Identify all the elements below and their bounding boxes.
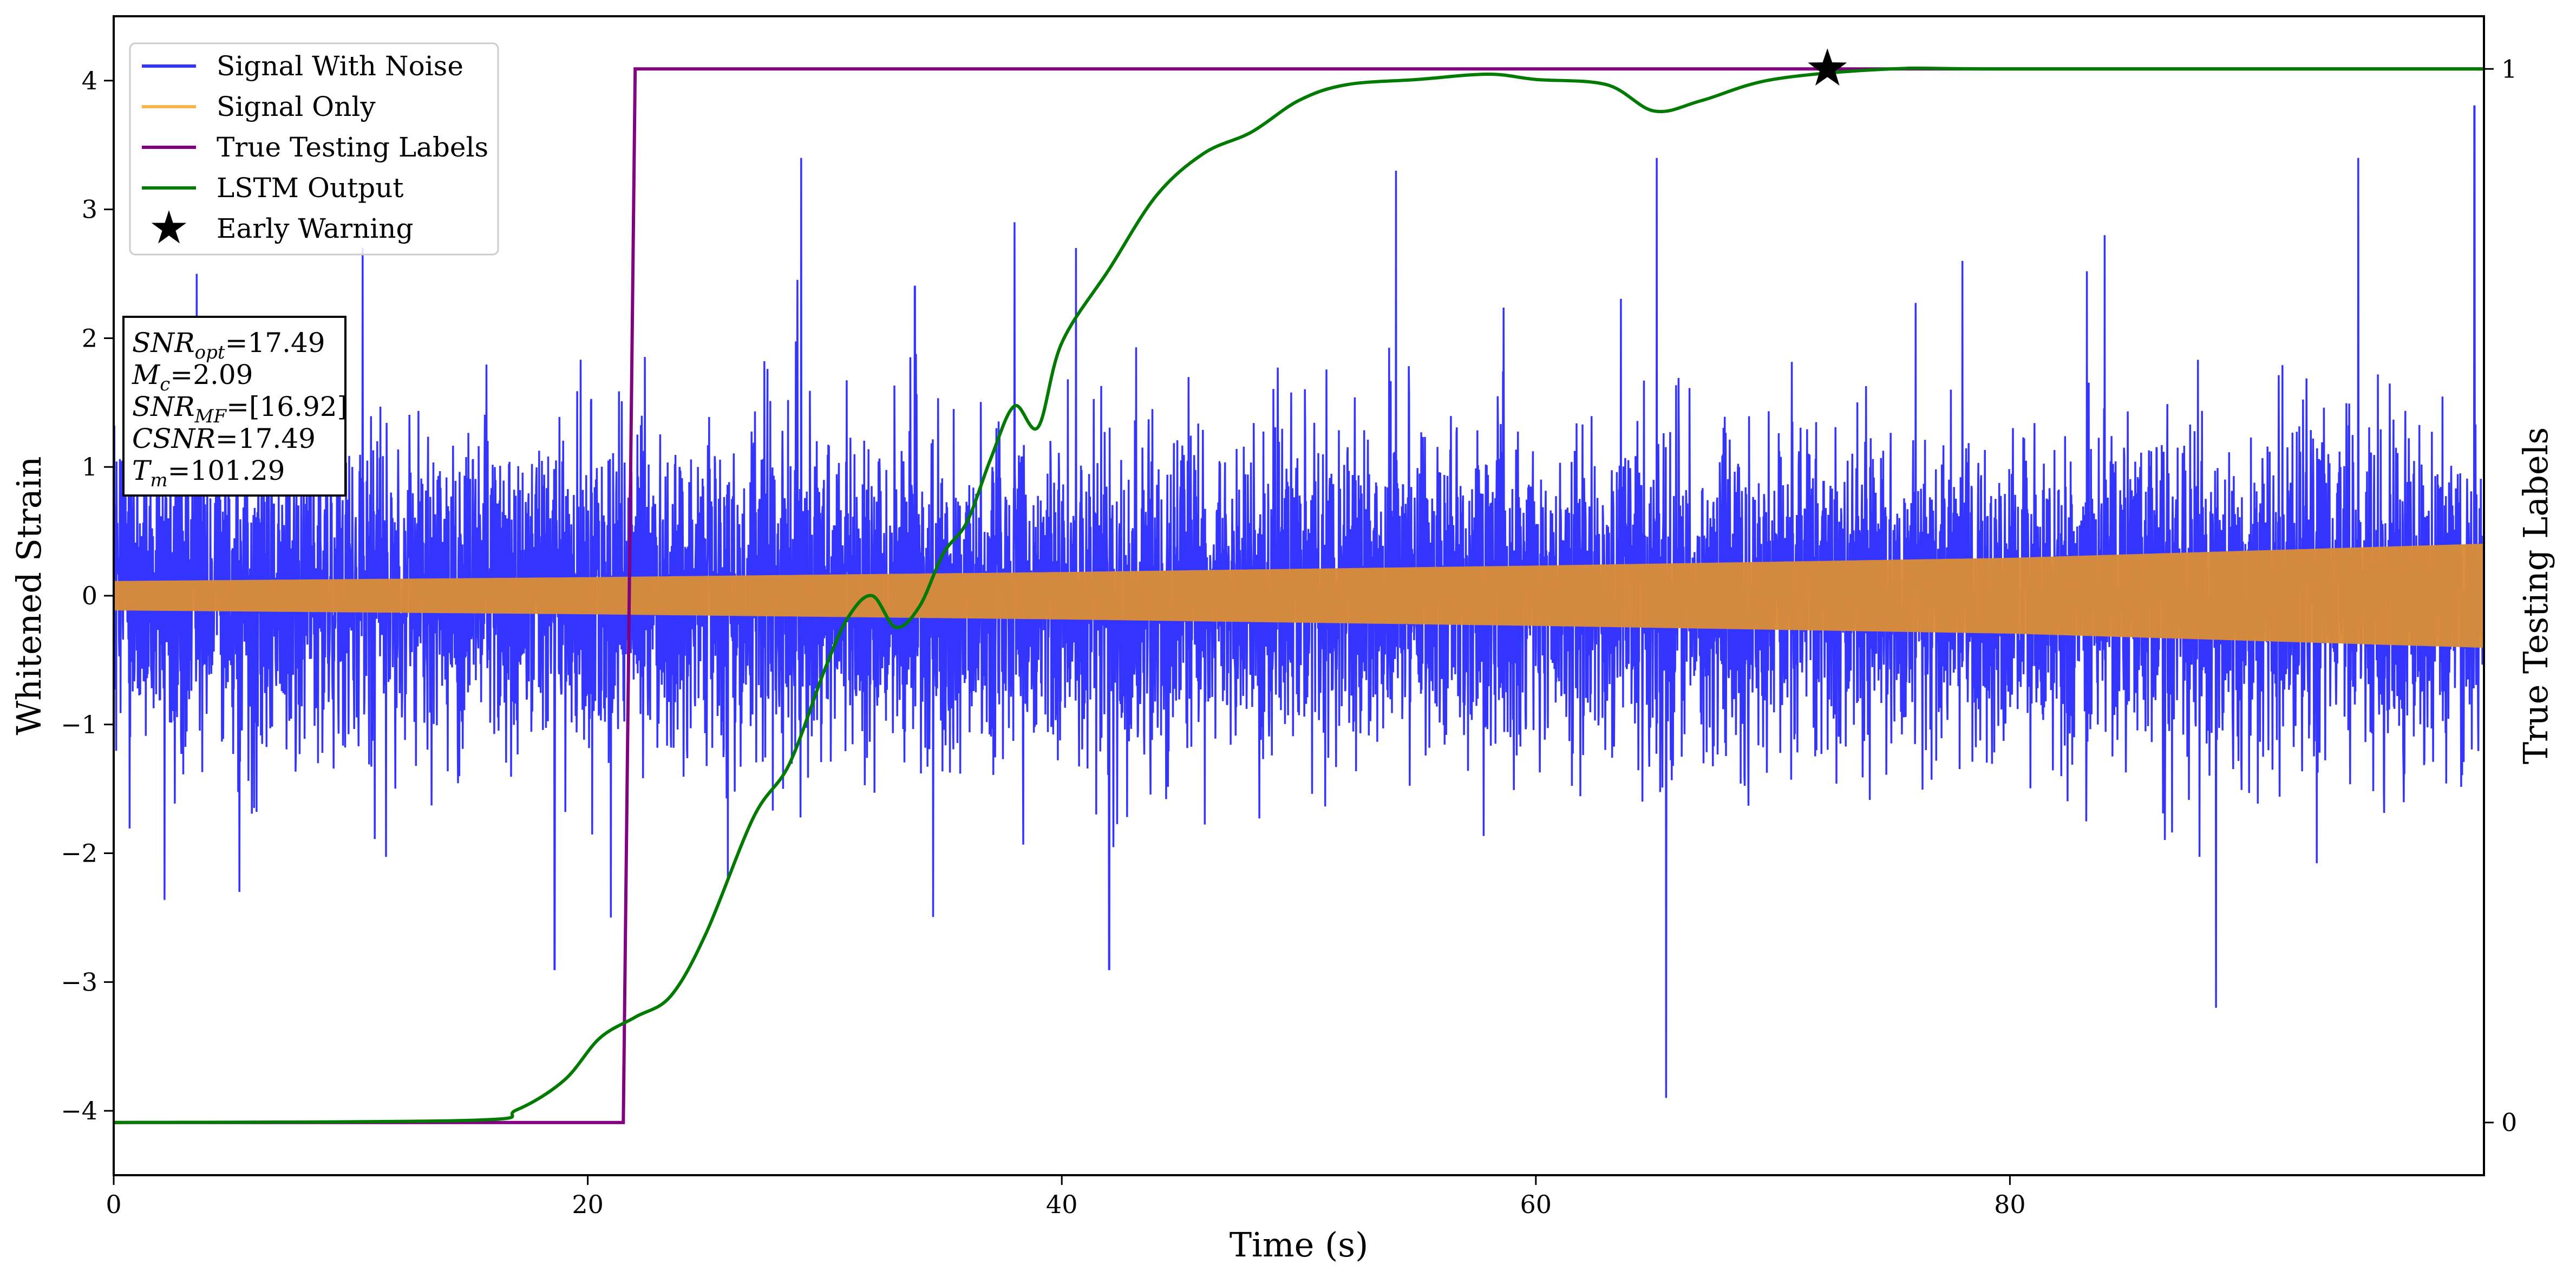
y2-tick-label: 1 bbox=[2501, 54, 2517, 83]
parameter-symbol: SNR bbox=[132, 327, 195, 359]
legend-lstm-output-label: LSTM Output bbox=[217, 172, 403, 204]
series-lstm-output bbox=[113, 66, 2484, 1124]
parameter-symbol: M bbox=[132, 359, 161, 390]
x-tick-label: 60 bbox=[1520, 1190, 1552, 1219]
y-tick-label: −4 bbox=[61, 1096, 97, 1125]
parameter-line: Mc=2.09 bbox=[132, 359, 253, 395]
x-tick-label: 40 bbox=[1046, 1190, 1078, 1219]
legend: Signal With Noise Signal Only True Testing… bbox=[129, 42, 499, 256]
y-axis-label: Whitened Strain bbox=[9, 457, 49, 735]
axis-labels-layer: Time (s) Whitened Strain True Testing Labe… bbox=[9, 427, 2555, 1265]
parameter-subscript: c bbox=[160, 374, 170, 395]
legend-early-warning-swatch bbox=[151, 210, 187, 244]
parameter-value: =17.49 bbox=[225, 327, 325, 359]
parameter-subscript: MF bbox=[194, 406, 227, 427]
parameter-subscript: m bbox=[150, 470, 167, 491]
parameter-line: CSNR=17.49 bbox=[132, 423, 316, 454]
parameter-symbol: SNR bbox=[132, 391, 195, 422]
legend-signal-with-noise-label: Signal With Noise bbox=[217, 50, 463, 82]
early-warning-star bbox=[1808, 48, 1847, 86]
parameter-value: =2.09 bbox=[170, 359, 253, 390]
y2-axis-label: True Testing Labels bbox=[2516, 427, 2555, 765]
parameter-subscript: opt bbox=[195, 342, 225, 363]
parameter-line: SNRMF=[16.92] bbox=[132, 391, 348, 427]
parameter-line: SNRopt=17.49 bbox=[132, 327, 325, 363]
legend-early-warning-label: Early Warning bbox=[217, 213, 414, 244]
x-tick-label: 0 bbox=[106, 1190, 121, 1219]
parameter-value: =[16.92] bbox=[226, 391, 348, 422]
y-tick-label: 1 bbox=[82, 452, 97, 481]
legend-signal-only-label: Signal Only bbox=[217, 91, 376, 122]
legend-true-testing-labels-label: True Testing Labels bbox=[217, 132, 488, 163]
y-tick-label: 4 bbox=[82, 66, 97, 95]
y-tick-label: −1 bbox=[61, 710, 97, 739]
parameter-symbol: CSNR bbox=[132, 423, 215, 454]
y-tick-label: −2 bbox=[61, 839, 97, 868]
legend-box bbox=[129, 42, 499, 256]
series-layer bbox=[113, 48, 2485, 1124]
x-axis-label: Time (s) bbox=[1230, 1225, 1369, 1265]
x-tick-label: 20 bbox=[572, 1190, 604, 1219]
y-tick-label: −3 bbox=[61, 967, 97, 996]
parameter-value: =101.29 bbox=[168, 455, 285, 486]
parameter-box-frame bbox=[122, 316, 346, 497]
y-tick-label: 2 bbox=[82, 323, 97, 353]
parameter-symbol: T bbox=[132, 455, 152, 486]
y2-tick-label: 0 bbox=[2501, 1108, 2517, 1137]
parameter-value: =17.49 bbox=[215, 423, 316, 454]
y-tick-label: 0 bbox=[82, 581, 97, 610]
y-tick-label: 3 bbox=[82, 195, 97, 224]
x-tick-label: 80 bbox=[1994, 1190, 2026, 1219]
parameter-line: Tm=101.29 bbox=[132, 455, 285, 491]
parameter-box: SNRopt=17.49Mc=2.09SNRMF=[16.92]CSNR=17.… bbox=[122, 316, 348, 497]
